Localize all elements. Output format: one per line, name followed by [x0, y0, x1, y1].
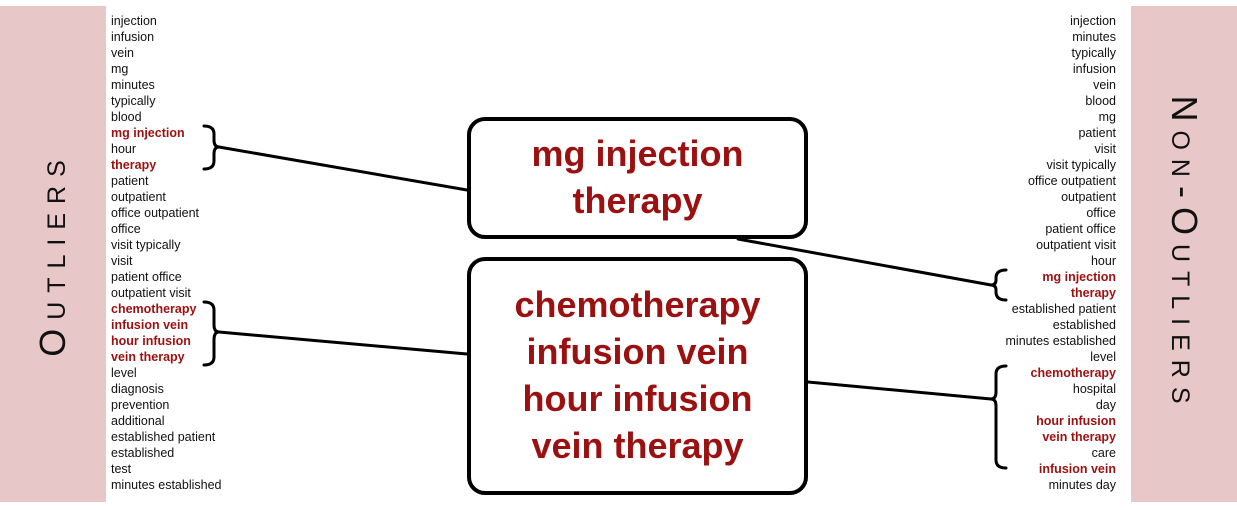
term-item: minutes day — [1048, 478, 1116, 492]
term-item: outpatient — [111, 190, 166, 204]
outliers-band: Outliers — [0, 6, 106, 502]
term-item: additional — [111, 414, 165, 428]
topic-line: therapy — [572, 180, 703, 221]
topic-line: mg injection — [531, 133, 744, 175]
term-item: day — [1095, 398, 1116, 412]
term-item: patient office — [111, 270, 182, 284]
topic-line: vein therapy — [531, 424, 744, 466]
right-bracket-top — [989, 268, 1008, 302]
term-item: blood — [111, 110, 142, 124]
term-item: established — [111, 446, 175, 460]
term-item: hour infusion — [111, 334, 191, 348]
term-item: vein — [111, 46, 134, 60]
connector-right-bottom — [806, 380, 993, 401]
non-outliers-term-list: injection minutes typically infusion vein blo… — [1006, 13, 1116, 493]
term-item: minutes — [111, 78, 155, 92]
term-item: office — [1086, 206, 1116, 220]
term-item: visit typically — [1046, 158, 1116, 172]
connector-right-top — [736, 237, 993, 287]
term-item: patient — [1078, 126, 1116, 140]
term-item: diagnosis — [111, 382, 164, 396]
term-item: minutes established — [111, 478, 222, 492]
term-item: visit typically — [111, 238, 181, 252]
term-item: vein therapy — [111, 350, 185, 364]
outliers-term-list: injection infusion vein mg minutes typically b… — [111, 13, 221, 493]
term-item: minutes established — [1005, 334, 1116, 348]
topic-line: hour infusion — [522, 378, 753, 419]
term-item: typically — [111, 94, 156, 108]
term-item: level — [111, 366, 137, 380]
term-item: mg — [1098, 110, 1116, 124]
term-item: care — [1091, 446, 1116, 460]
term-item: minutes — [1072, 30, 1116, 44]
term-item: established patient — [1011, 302, 1116, 316]
term-item: infusion — [1072, 62, 1116, 76]
term-item: established — [1052, 318, 1116, 332]
term-item: patient — [111, 174, 149, 188]
term-item: hour — [111, 142, 137, 156]
topic-box-mg-injection: mg injection therapy — [467, 117, 808, 239]
term-item: visit — [1094, 142, 1116, 156]
right-bracket-bottom — [989, 364, 1008, 470]
topic-line: infusion vein — [526, 331, 749, 373]
term-item: mg injection — [1042, 270, 1116, 284]
term-item: infusion — [111, 30, 155, 44]
term-item: chemotherapy — [111, 302, 197, 316]
left-bracket-top — [202, 124, 221, 171]
term-item: outpatient visit — [1036, 238, 1116, 252]
term-item: hospital — [1072, 382, 1116, 396]
topic-line: chemotherapy — [514, 284, 761, 326]
term-item: outpatient visit — [111, 286, 191, 300]
term-item: outpatient — [1061, 190, 1116, 204]
term-item: visit — [111, 254, 133, 268]
term-item: injection — [1070, 14, 1116, 28]
connector-left-top — [217, 145, 469, 192]
non-outliers-band: Non-Outliers — [1131, 6, 1237, 502]
term-item: infusion vein — [1038, 462, 1116, 476]
term-item: level — [1090, 350, 1116, 364]
left-bracket-bottom — [202, 300, 221, 367]
term-item: office outpatient — [1027, 174, 1116, 188]
term-item: injection — [111, 14, 157, 28]
term-item: mg — [111, 62, 129, 76]
term-item: therapy — [111, 158, 157, 172]
term-item: office outpatient — [111, 206, 200, 220]
topic-box-chemotherapy: chemotherapy infusion vein hour infusion… — [467, 257, 808, 495]
term-item: vein — [1093, 78, 1116, 92]
term-item: mg injection — [111, 126, 185, 140]
term-item: typically — [1071, 46, 1116, 60]
term-item: chemotherapy — [1030, 366, 1116, 380]
term-item: office — [111, 222, 141, 236]
term-item: test — [111, 462, 132, 476]
term-item: prevention — [111, 398, 170, 412]
term-item: therapy — [1070, 286, 1116, 300]
term-item: established patient — [111, 430, 216, 444]
term-item: hour — [1090, 254, 1116, 268]
term-item: blood — [1085, 94, 1116, 108]
term-item: vein therapy — [1042, 430, 1116, 444]
connector-left-bottom — [217, 330, 469, 356]
term-item: patient office — [1045, 222, 1116, 236]
term-item: hour infusion — [1036, 414, 1116, 428]
term-item: infusion vein — [111, 318, 189, 332]
